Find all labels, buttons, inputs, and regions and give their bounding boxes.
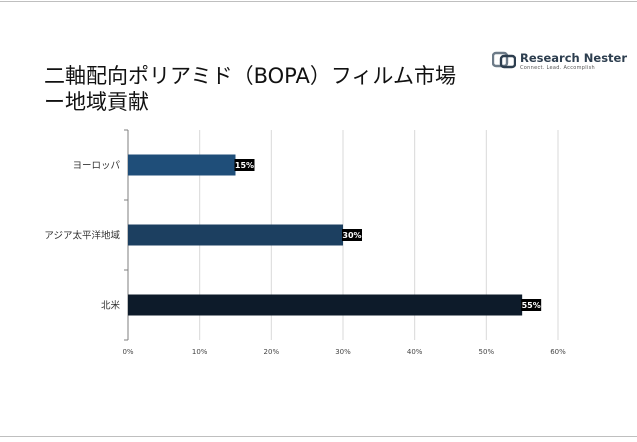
bar: [128, 154, 236, 176]
data-labels: 15% 30% 55%: [234, 159, 542, 311]
chart-title: 二軸配向ポリアミド（BOPA）フィルム市場ー地域貢献: [44, 64, 456, 114]
x-tick-label: 50%: [479, 348, 495, 356]
data-label: 15%: [235, 161, 254, 170]
research-nester-logo: Research Nester Connect. Lead. Accomplis…: [491, 50, 627, 74]
logo-brand-part1: Research: [520, 51, 580, 65]
logo-brand: Research Nester: [520, 51, 627, 65]
data-label-bg: [521, 299, 542, 311]
category-label: ヨーロッパ: [72, 161, 120, 172]
category-label: 北米: [101, 300, 121, 312]
bar: [128, 294, 523, 316]
research-nester-logo-icon: [491, 51, 517, 69]
x-tick-label: 40%: [407, 348, 423, 356]
axes: [124, 129, 129, 341]
x-tick-label: 10%: [192, 348, 208, 356]
x-tick-label: 20%: [264, 348, 280, 356]
logo-brand-part2: Nester: [583, 51, 628, 65]
x-tick-label: 30%: [335, 348, 351, 356]
x-tick-label: 0%: [122, 348, 133, 356]
top-divider: [0, 1, 637, 2]
x-tick-labels: 0% 10% 20% 30% 40% 50% 60%: [122, 348, 566, 356]
bar: [128, 224, 343, 246]
data-label: 55%: [522, 301, 541, 310]
data-label-bg: [234, 159, 255, 171]
logo-tagline: Connect. Lead. Accomplish: [520, 65, 596, 71]
bars: [128, 154, 523, 316]
data-label: 30%: [342, 231, 361, 240]
bottom-divider: [0, 436, 637, 437]
x-tick-label: 60%: [550, 348, 566, 356]
category-label: アジア太平洋地域: [44, 230, 120, 242]
data-label-bg: [342, 229, 362, 241]
